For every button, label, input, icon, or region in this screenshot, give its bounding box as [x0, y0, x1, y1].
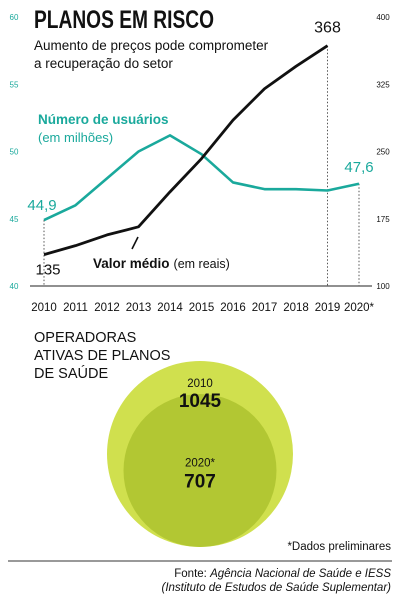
gridlines	[30, 45, 372, 287]
chart-title: PLANOS EM RISCO	[34, 6, 214, 34]
x-tick-label: 2012	[94, 302, 120, 314]
bubble-title-line1: OPERADORAS	[34, 330, 136, 346]
x-tick-label: 2014	[157, 302, 183, 314]
x-tick-label: 2010	[31, 302, 57, 314]
bubble-title-line3: DE SAÚDE	[34, 365, 108, 382]
right-tick-label: 175	[376, 215, 390, 224]
x-tick-label: 2016	[220, 302, 246, 314]
label-valor-medio-peak: 368	[314, 20, 341, 37]
left-tick-label: 60	[10, 13, 19, 22]
legend-usuarios-unit: (em milhões)	[38, 130, 113, 145]
x-tick-label: 2013	[126, 302, 152, 314]
left-tick-label: 50	[10, 148, 19, 157]
series-lines	[43, 44, 360, 256]
source-prefix: Fonte:	[174, 568, 210, 580]
source-line1: Fonte: Agência Nacional de Saúde e IESS	[174, 568, 391, 580]
legend-valor-medio-name: Valor médio	[93, 256, 170, 271]
bubble-2020-year: 2020*	[185, 458, 216, 470]
right-axis: 400 325 250 175 100	[376, 13, 390, 291]
footnote: *Dados preliminares	[287, 541, 391, 553]
label-usuarios-start: 44,9	[27, 197, 56, 214]
bubble-title-line2: ATIVAS DE PLANOS	[34, 348, 170, 364]
bubble-2010-value: 1045	[179, 391, 222, 412]
series-labels: 44,9 47,6 135 368	[27, 20, 373, 279]
left-tick-label: 40	[10, 282, 19, 291]
bubble-2010-year: 2010	[187, 378, 213, 390]
x-tick-label: 2017	[252, 302, 278, 314]
bubble-2020	[123, 394, 277, 547]
x-tick-label: 2015	[189, 302, 215, 314]
x-tick-label: 2020*	[344, 302, 375, 314]
chart-subtitle-line1: Aumento de preços pode comprometer	[34, 38, 269, 53]
label-usuarios-end: 47,6	[344, 159, 373, 176]
bubble-2020-value: 707	[184, 472, 216, 493]
x-tick-label: 2011	[63, 302, 88, 314]
x-axis: 2010 2011 2012 2013 2014 2015 2016 2017 2018 2019…	[31, 302, 374, 314]
right-tick-label: 400	[376, 13, 390, 22]
left-axis: 60 55 50 45 40	[10, 13, 19, 291]
right-tick-label: 100	[376, 282, 390, 291]
source-line2: (Instituto de Estudos de Saúde Suplement…	[161, 582, 391, 594]
valor-medio-pointer	[131, 236, 139, 250]
right-tick-label: 250	[376, 148, 390, 157]
right-tick-label: 325	[376, 80, 390, 89]
x-tick-label: 2019	[315, 302, 341, 314]
label-valor-medio-start: 135	[35, 262, 60, 279]
source-text: Agência Nacional de Saúde e IESS	[209, 568, 391, 580]
x-tick-label: 2018	[283, 302, 309, 314]
legend-valor-medio: Valor médio (em reais)	[93, 256, 230, 271]
series-usuarios-line	[43, 134, 360, 222]
legend-valor-medio-unit: (em reais)	[174, 257, 230, 271]
legend-usuarios-name: Número de usuários	[38, 112, 169, 127]
left-tick-label: 45	[10, 215, 19, 224]
left-tick-label: 55	[10, 80, 19, 89]
chart-subtitle-line2: a recuperação do setor	[34, 56, 173, 71]
series-valor-medio-line	[43, 44, 329, 256]
